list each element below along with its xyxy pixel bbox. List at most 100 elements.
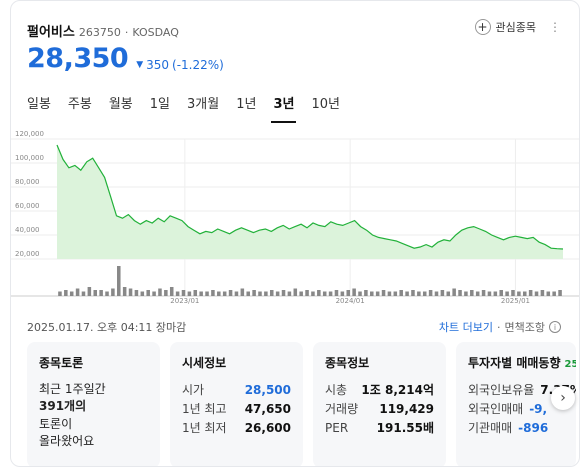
- info-key: 시총: [325, 383, 348, 397]
- info-key: 거래량: [325, 402, 359, 417]
- more-dots-icon[interactable]: ⋮: [549, 20, 561, 34]
- volume-bar: [458, 290, 462, 296]
- quote-value: 47,650: [244, 402, 291, 417]
- volume-bar: [328, 291, 333, 296]
- volume-bar: [452, 288, 456, 296]
- volume-bar: [140, 291, 145, 296]
- volume-bar: [446, 291, 451, 296]
- volume-bar: [122, 287, 127, 296]
- tab-weekly[interactable]: 주봉: [67, 97, 92, 112]
- quote-row: 1년 최고 47,650: [182, 400, 291, 419]
- disclaimer-link[interactable]: 면책조항: [504, 321, 545, 334]
- volume-bar: [181, 290, 186, 296]
- session-status: 장마감: [155, 321, 187, 334]
- info-panel[interactable]: 종목정보 시총 1조 8,214억 거래량 119,429 PER 191.55배: [313, 342, 446, 466]
- session-info: 2025.01.17. 오후 04:11 장마감: [27, 319, 186, 335]
- volume-bar: [481, 290, 486, 296]
- volume-bar: [511, 290, 515, 296]
- volume-bar: [317, 290, 321, 296]
- volume-bar: [464, 291, 468, 296]
- volume-bar: [393, 291, 398, 296]
- tab-monthly[interactable]: 월봉: [108, 97, 133, 112]
- volume-bar: [222, 291, 227, 296]
- volume-bar: [134, 290, 139, 296]
- change-amount: 350: [146, 58, 170, 72]
- info-icon[interactable]: i: [549, 321, 561, 333]
- volume-bar: [405, 291, 409, 296]
- quote-key: 시가: [182, 383, 205, 397]
- volume-bar: [305, 290, 309, 296]
- volume-bar: [358, 291, 362, 296]
- tab-1day[interactable]: 1일: [149, 97, 170, 112]
- volume-bar: [158, 288, 162, 296]
- investor-value: -9,: [529, 402, 548, 417]
- volume-bar: [234, 291, 239, 296]
- price-chart[interactable]: 120,000 100,000 80,000 60,000 40,000 20,000 20…: [11, 129, 580, 309]
- volume-bar: [193, 290, 198, 296]
- volume-bar: [75, 288, 80, 296]
- volume-bar: [417, 291, 421, 296]
- volume-bar: [352, 288, 356, 296]
- investor-row: 외국인보유율7.37%: [468, 381, 576, 400]
- volume-bar: [146, 290, 150, 296]
- volume-bar: [269, 290, 274, 296]
- volume-bar: [475, 291, 480, 296]
- info-key: PER: [325, 421, 349, 436]
- favorite-button[interactable]: + 관심종목 ⋮: [474, 19, 561, 35]
- investor-value: -896: [518, 421, 549, 436]
- volume-bar: [299, 291, 303, 296]
- investor-row: 외국인매매 -9,: [468, 400, 564, 419]
- tab-3year[interactable]: 3년: [271, 93, 301, 123]
- volume-bar: [293, 288, 298, 296]
- quote-value: 26,600: [244, 421, 291, 436]
- volume-bar: [534, 291, 539, 296]
- volume-bar: [522, 291, 527, 296]
- x-tick-label: 2024/01: [336, 297, 365, 305]
- x-tick-label: 2025/01: [501, 297, 530, 305]
- tab-10year[interactable]: 10년: [311, 97, 340, 112]
- volume-bar: [211, 290, 215, 296]
- volume-bar: [87, 287, 92, 296]
- volume-bar: [199, 291, 203, 296]
- price-line: [56, 144, 564, 250]
- investor-key: 외국인매매: [468, 402, 524, 417]
- discussion-count: 391개의: [39, 399, 87, 414]
- quote-key: 1년 최고: [182, 402, 227, 417]
- panel-title: 투자자별 매매동향25.: [468, 354, 576, 371]
- tab-3month[interactable]: 3개월: [187, 97, 220, 112]
- volume-bar: [240, 288, 245, 296]
- discussion-panel[interactable]: 종목토론 최근 1주일간 391개의 토론이 올라왔어요: [27, 342, 160, 466]
- favorite-label: 관심종목: [495, 21, 536, 34]
- volume-bar: [540, 290, 545, 296]
- next-arrow-icon[interactable]: ›: [551, 386, 575, 410]
- volume-bar: [346, 290, 351, 296]
- down-triangle-icon: ▼: [136, 60, 144, 70]
- price-change: ▼ 350 (-1.22%): [136, 58, 224, 72]
- tab-1year[interactable]: 1년: [236, 97, 257, 112]
- volume-bar: [528, 290, 533, 296]
- volume-bar: [322, 291, 327, 296]
- info-row: 시총 1조 8,214억: [325, 381, 434, 400]
- volume-bar: [311, 291, 315, 296]
- quote-row: 1년 최저 26,600: [182, 419, 291, 438]
- stock-code: 263750: [78, 26, 121, 39]
- volume-bar: [117, 266, 121, 296]
- current-price: 28,350: [27, 43, 129, 74]
- stock-header: 펄어비스 263750 · KOSDAQ: [27, 21, 179, 40]
- volume-bar: [334, 290, 339, 296]
- volume-bar: [364, 290, 368, 296]
- investor-key: 외국인보유율: [468, 383, 535, 397]
- tab-daily[interactable]: 일봉: [27, 97, 51, 112]
- quote-panel[interactable]: 시세정보 시가 28,500 1년 최고 47,650 1년 최저 26,600: [170, 342, 303, 466]
- y-tick-label: 120,000: [15, 130, 44, 138]
- investor-key: 기관매매: [468, 421, 513, 436]
- discussion-line: 올라왔어요: [39, 434, 95, 449]
- volume-bar: [428, 290, 433, 296]
- chart-more-link[interactable]: 차트 더보기: [438, 321, 494, 334]
- volume-bar: [370, 291, 374, 296]
- chart-links: 차트 더보기 · 면책조항 i: [439, 319, 561, 335]
- volume-bar: [205, 291, 209, 296]
- stock-name[interactable]: 펄어비스: [27, 25, 75, 40]
- volume-bar: [493, 291, 498, 296]
- volume-bar: [175, 291, 180, 296]
